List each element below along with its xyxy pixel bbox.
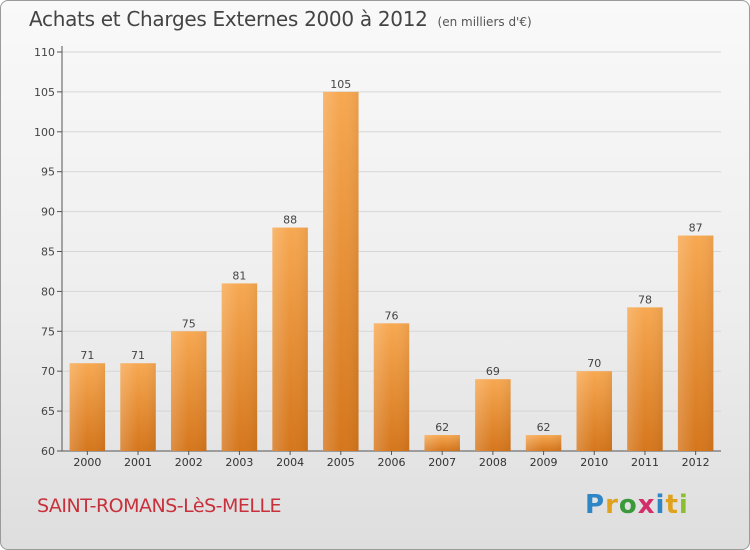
commune-name: SAINT-ROMANS-LèS-MELLE: [37, 495, 282, 517]
bar-value-label: 87: [689, 222, 703, 235]
chart-unit: (en milliers d'€): [437, 15, 532, 29]
logo-letter: i: [678, 490, 689, 520]
bar-value-label: 62: [435, 421, 449, 434]
x-tick-label: 2006: [378, 456, 406, 469]
bar-value-label: 105: [330, 78, 351, 91]
x-tick-label: 2002: [175, 456, 203, 469]
bar-shine: [373, 323, 410, 451]
y-tick-label: 60: [41, 445, 55, 458]
x-tick-label: 2010: [580, 456, 608, 469]
x-tick-label: 2007: [428, 456, 456, 469]
bar-shine: [221, 283, 258, 451]
bar-value-label: 75: [182, 317, 196, 330]
x-tick-label: 2011: [631, 456, 659, 469]
x-tick-label: 2003: [225, 456, 253, 469]
bar-shine: [627, 307, 663, 451]
y-tick-label: 75: [41, 325, 55, 338]
x-tick-label: 2008: [479, 456, 507, 469]
x-tick-label: 2004: [276, 456, 304, 469]
bar-value-label: 88: [283, 214, 297, 227]
y-tick-label: 105: [34, 86, 55, 99]
bar-value-label: 76: [385, 309, 399, 322]
logo-letter: t: [665, 490, 679, 520]
bar-value-label: 71: [80, 349, 94, 362]
y-tick-label: 85: [41, 246, 55, 259]
x-tick-label: 2009: [530, 456, 558, 469]
bar-shine: [576, 371, 613, 451]
y-tick-label: 95: [41, 166, 55, 179]
bar-shine: [677, 235, 714, 451]
bar-shine: [323, 91, 359, 452]
bar-shine: [475, 379, 511, 451]
logo-letter: r: [605, 490, 619, 520]
logo-letter: o: [618, 490, 638, 520]
bar-shine: [525, 435, 562, 451]
chart-title: Achats et Charges Externes 2000 à 2012 (e…: [29, 7, 532, 31]
chart-title-text: Achats et Charges Externes 2000 à 2012: [29, 7, 428, 31]
bar-value-label: 81: [232, 269, 246, 282]
x-tick-label: 2001: [124, 456, 152, 469]
bar-value-label: 70: [587, 357, 601, 370]
x-tick-label: 2000: [73, 456, 101, 469]
y-tick-label: 100: [34, 126, 55, 139]
y-tick-label: 90: [41, 206, 55, 219]
y-tick-label: 65: [41, 405, 55, 418]
bar-value-label: 71: [131, 349, 145, 362]
bar-value-label: 78: [638, 293, 652, 306]
proxiti-logo: Proxiti: [585, 490, 689, 520]
y-tick-label: 70: [41, 365, 55, 378]
bar-shine: [424, 435, 460, 451]
y-tick-label: 80: [41, 285, 55, 298]
x-tick-label: 2012: [682, 456, 710, 469]
logo-letter: P: [585, 490, 606, 520]
logo-letter: x: [637, 490, 656, 520]
bar-value-label: 69: [486, 365, 500, 378]
x-tick-label: 2005: [327, 456, 355, 469]
logo-letter: i: [655, 490, 666, 520]
bar-shine: [170, 331, 207, 451]
bar-shine: [120, 363, 156, 451]
bar-shine: [272, 227, 308, 451]
y-tick-label: 110: [34, 46, 55, 59]
bar-value-label: 62: [537, 421, 551, 434]
bar-shine: [69, 363, 106, 451]
